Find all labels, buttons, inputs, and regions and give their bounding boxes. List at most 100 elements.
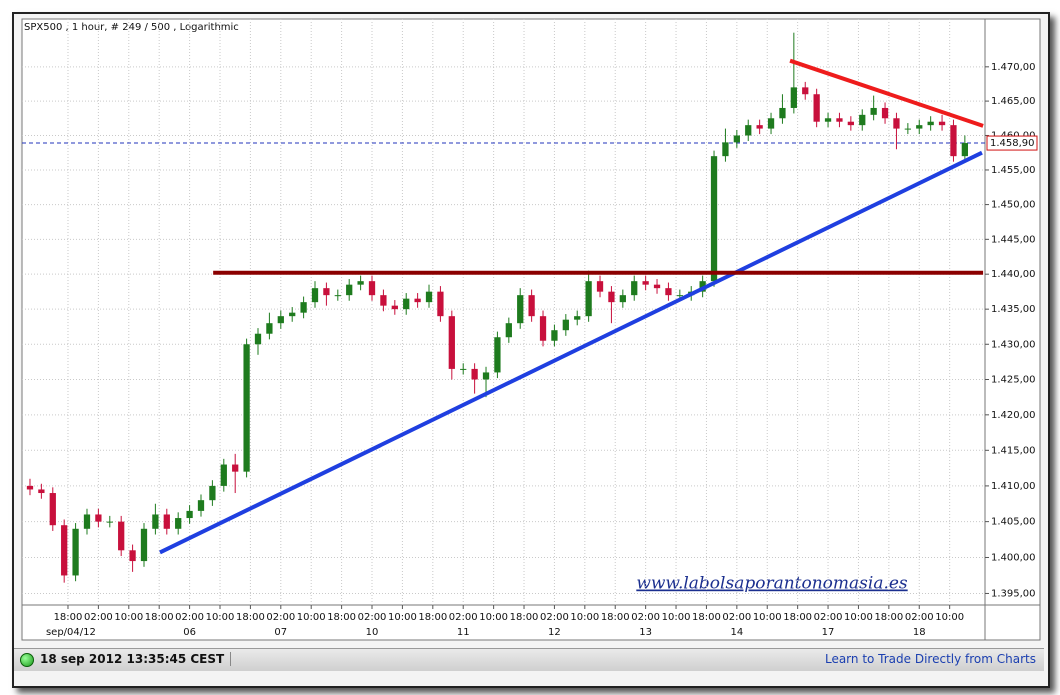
candle-body	[756, 125, 763, 129]
candle-body	[528, 295, 535, 317]
candle-body	[437, 291, 444, 317]
y-tick-label: 1.445,00	[991, 234, 1036, 245]
x-tick-label: 10:00	[935, 612, 964, 623]
date-label: 13	[639, 627, 652, 638]
candle-body	[380, 295, 387, 306]
x-tick-label: 18:00	[145, 612, 174, 623]
x-tick-label: 02:00	[722, 612, 751, 623]
candle-body	[961, 143, 968, 157]
candle-body	[277, 316, 284, 324]
candle-body	[152, 514, 159, 529]
candle-body	[403, 298, 410, 310]
candle-body	[61, 525, 68, 576]
candle-body	[289, 312, 296, 317]
x-tick-label: 10:00	[114, 612, 143, 623]
candle-body	[482, 372, 490, 380]
candle-body	[448, 316, 455, 369]
date-label: 12	[548, 627, 561, 638]
candle-body	[460, 368, 467, 370]
x-tick-label: 02:00	[449, 612, 478, 623]
candle-body	[859, 114, 866, 126]
x-tick-label: 02:00	[631, 612, 660, 623]
candle-body	[676, 295, 683, 297]
x-tick-label: 10:00	[479, 612, 508, 623]
y-tick-label: 1.420,00	[991, 410, 1036, 421]
candle-body	[106, 521, 113, 523]
trendline	[159, 150, 983, 555]
candle-body	[733, 135, 740, 143]
x-tick-label: 10:00	[388, 612, 417, 623]
y-tick-label: 1.450,00	[991, 200, 1036, 211]
x-tick-label: 02:00	[84, 612, 113, 623]
candle-body	[710, 156, 718, 282]
trade-link[interactable]: Learn to Trade Directly from Charts	[824, 652, 1036, 666]
candle-body	[585, 281, 592, 317]
x-tick-label: 18:00	[783, 612, 812, 623]
x-tick-label: 02:00	[358, 612, 387, 623]
candle-body	[391, 305, 398, 310]
candle-body	[517, 295, 524, 324]
candle-body	[140, 528, 148, 562]
x-tick-label: 18:00	[601, 612, 630, 623]
candle-body	[266, 323, 273, 334]
candle-body	[790, 87, 797, 108]
candle-body	[916, 125, 923, 129]
x-tick-label: 10:00	[570, 612, 599, 623]
candle-body	[574, 316, 581, 320]
candle-body	[129, 550, 136, 562]
candle-body	[334, 295, 341, 297]
y-tick-label: 1.425,00	[991, 374, 1036, 385]
x-tick-label: 02:00	[905, 612, 934, 623]
candle-body	[802, 87, 809, 95]
candle-body	[767, 118, 775, 129]
candle-body	[551, 330, 558, 341]
candle-body	[197, 500, 205, 511]
y-tick-label: 1.440,00	[991, 269, 1036, 280]
y-tick-label: 1.415,00	[991, 445, 1036, 456]
x-tick-label: 18:00	[54, 612, 83, 623]
y-tick-label: 1.435,00	[991, 304, 1036, 315]
candle-body	[323, 288, 330, 296]
candle-body	[642, 281, 649, 285]
x-tick-label: 02:00	[175, 612, 204, 623]
x-tick-label: 10:00	[297, 612, 326, 623]
candle-body	[824, 118, 832, 122]
candle-body	[300, 302, 307, 313]
candle-body	[870, 107, 877, 115]
y-tick-label: 1.470,00	[991, 62, 1036, 73]
candle-body	[471, 368, 478, 380]
y-tick-label: 1.465,00	[991, 96, 1036, 107]
candle-body	[368, 281, 376, 296]
candle-body	[562, 319, 569, 331]
candle-body	[836, 118, 843, 122]
date-label: sep/04/12	[46, 627, 96, 638]
date-label: 10	[366, 627, 379, 638]
x-tick-label: 10:00	[753, 612, 782, 623]
candle-body	[950, 125, 957, 157]
candle-body	[163, 514, 170, 529]
date-label: 18	[913, 627, 926, 638]
candle-body	[72, 528, 79, 576]
last-price-label: 1.458,90	[990, 138, 1035, 149]
candle-body	[494, 337, 501, 373]
trendline	[789, 58, 984, 128]
candle-body	[414, 298, 421, 303]
candle-body	[175, 518, 182, 529]
candle-body	[95, 514, 102, 522]
status-indicator	[20, 653, 34, 667]
candle-body	[847, 121, 854, 126]
y-tick-label: 1.455,00	[991, 165, 1036, 176]
candle-body	[779, 107, 786, 119]
candle-body	[927, 121, 934, 126]
candle-body	[49, 493, 56, 526]
x-tick-label: 10:00	[206, 612, 235, 623]
watermark: www.labolsaporantonomasia.es	[636, 574, 908, 594]
candle-body	[631, 281, 638, 296]
date-label: 14	[730, 627, 743, 638]
x-tick-label: 18:00	[874, 612, 903, 623]
status-bar: 18 sep 2012 13:35:45 CEST Learn to Trade…	[14, 648, 1044, 671]
date-label: 11	[457, 627, 470, 638]
x-tick-label: 18:00	[236, 612, 265, 623]
